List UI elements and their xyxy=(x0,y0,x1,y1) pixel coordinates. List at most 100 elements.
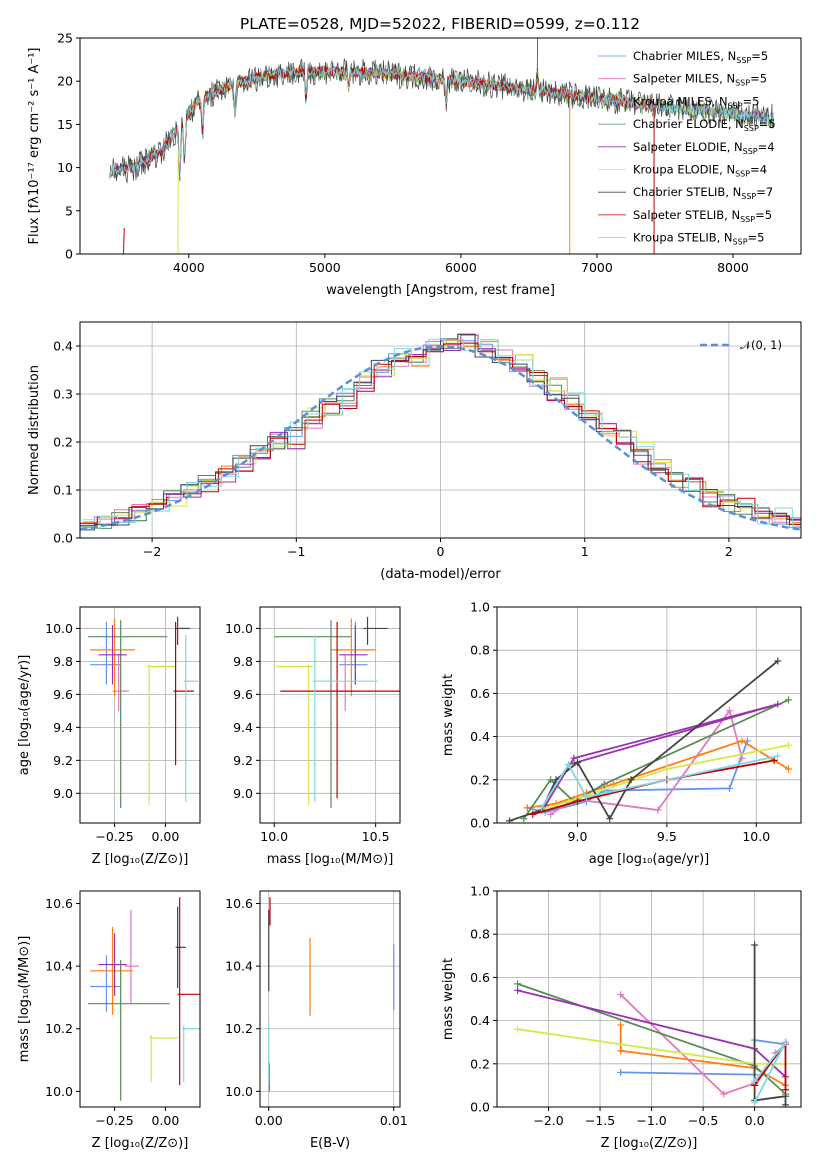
weight-marker xyxy=(738,754,746,762)
y-tick-label: 0.0 xyxy=(470,1100,490,1115)
weight-marker xyxy=(738,737,746,745)
y-tick-label: 9.0 xyxy=(233,786,253,801)
weight-marker xyxy=(784,696,792,704)
x-tick-label: 0.00 xyxy=(152,829,180,844)
y-tick-label: 10.0 xyxy=(45,621,73,636)
emission-line xyxy=(536,38,539,82)
y-tick-label: 0 xyxy=(65,247,73,262)
x-tick-label: −1 xyxy=(287,544,305,559)
y-tick-label: 10 xyxy=(57,160,73,175)
weight-marker xyxy=(751,1099,759,1107)
weight-marker xyxy=(617,1021,625,1029)
weight-marker xyxy=(523,804,531,812)
legend-entry: Chabrier MILES, NSSP=5 xyxy=(633,49,768,65)
weight-series xyxy=(619,1024,786,1087)
plot-area xyxy=(506,657,792,823)
y-tick-label: 10.4 xyxy=(45,959,73,974)
y-tick-label: 9.0 xyxy=(53,786,73,801)
weight-series xyxy=(527,739,789,809)
weight-marker xyxy=(663,765,671,773)
x-tick-label: 8000 xyxy=(717,260,749,275)
weight-marker xyxy=(606,815,614,823)
weight-marker xyxy=(782,1086,790,1094)
x-tick-label: −1.0 xyxy=(636,1113,666,1128)
x-tick-label: 0.00 xyxy=(255,1113,283,1128)
axes-frame xyxy=(79,37,802,255)
spectrum-series xyxy=(109,66,774,177)
y-tick-label: 0.3 xyxy=(53,387,73,402)
weight-marker xyxy=(582,793,590,801)
legend-sub: SSP xyxy=(740,215,755,224)
weight-marker xyxy=(506,817,514,823)
y-tick-label: 10.4 xyxy=(225,959,253,974)
x-axis-label: (data-model)/error xyxy=(380,567,501,582)
plot-area xyxy=(268,897,395,1092)
y-tick-label: 15 xyxy=(57,117,73,132)
histogram-series xyxy=(80,342,801,525)
weight-marker xyxy=(600,780,608,788)
panel-spectrum: 4000 5000 6000 7000 8000 0 5 10 15 20 25 wavelength… xyxy=(27,31,802,298)
y-tick-label: 10.6 xyxy=(225,896,253,911)
x-tick-label: 7000 xyxy=(581,260,613,275)
legend-value: =7 xyxy=(756,185,773,199)
weight-marker xyxy=(782,1101,790,1107)
y-tick-label: 0.2 xyxy=(470,1056,490,1071)
legend-entry: Salpeter MILES, NSSP=5 xyxy=(633,72,767,88)
y-axis-label: mass weight xyxy=(441,958,456,1040)
weight-marker xyxy=(547,810,555,818)
y-tick-label: 10.2 xyxy=(45,1021,73,1036)
weight-marker xyxy=(774,752,782,760)
legend-value: =4 xyxy=(750,163,767,177)
plot-area xyxy=(80,333,801,531)
weight-marker xyxy=(720,1090,728,1098)
weight-marker xyxy=(784,741,792,749)
y-tick-label: 9.4 xyxy=(53,720,73,735)
x-tick-label: 6000 xyxy=(445,260,477,275)
x-tick-label: 0 xyxy=(437,544,445,559)
weight-marker xyxy=(573,759,581,767)
legend-entry: Salpeter ELODIE, NSSP=4 xyxy=(633,140,775,156)
x-axis-label: wavelength [Angstrom, rest frame] xyxy=(326,283,555,298)
y-tick-label: 9.6 xyxy=(53,687,73,702)
y-tick-label: 0.6 xyxy=(470,970,490,985)
legend-sub: SSP xyxy=(743,147,758,156)
weight-marker xyxy=(782,1092,790,1100)
plot-area xyxy=(514,941,790,1107)
weight-marker xyxy=(782,1038,790,1046)
legend-entry: 𝒩(0, 1) xyxy=(740,338,782,352)
legend-sub: SSP xyxy=(735,170,750,179)
x-tick-label: 10.0 xyxy=(260,829,288,844)
y-tick-label: 10.0 xyxy=(45,1084,73,1099)
x-tick-label: −0.25 xyxy=(95,1113,133,1128)
y-tick-label: 1.0 xyxy=(470,884,490,899)
y-tick-label: 0.8 xyxy=(470,927,490,942)
weight-marker xyxy=(514,1025,522,1033)
weight-marker xyxy=(565,761,573,769)
axes-frame xyxy=(496,890,802,1108)
legend-sub: SSP xyxy=(741,192,756,201)
y-tick-label: 25 xyxy=(57,31,73,46)
axes-frame xyxy=(259,606,401,824)
y-tick-label: 10.0 xyxy=(225,1084,253,1099)
panel-residuals: −2 −1 0 1 2 0.0 0.1 0.2 0.3 0.4 (data-model)/error… xyxy=(27,321,802,582)
legend-entry: Kroupa ELODIE, NSSP=4 xyxy=(633,163,767,179)
x-tick-label: 1 xyxy=(581,544,589,559)
legend-sub: SSP xyxy=(736,56,751,65)
legend-entry: Kroupa MILES, NSSP=5 xyxy=(633,94,759,110)
histogram-series xyxy=(82,338,801,529)
y-tick-label: 0.8 xyxy=(470,643,490,658)
y-tick-label: 20 xyxy=(57,74,73,89)
x-axis-label: mass [log₁₀(M/M⊙)] xyxy=(267,852,394,867)
y-axis-label: Normed distribution xyxy=(27,365,42,495)
y-tick-label: 0.2 xyxy=(470,772,490,787)
x-tick-label: 0.00 xyxy=(152,1113,180,1128)
y-tick-label: 0.4 xyxy=(470,1013,490,1028)
weight-series xyxy=(540,755,778,809)
legend-entry: Chabrier ELODIE, NSSP=5 xyxy=(633,117,776,133)
weight-series xyxy=(532,759,775,816)
axes-frame xyxy=(496,606,802,824)
plot-area xyxy=(88,616,198,809)
weight-marker xyxy=(570,754,578,762)
x-tick-label: 9.0 xyxy=(568,829,588,844)
axes-frame xyxy=(259,890,401,1108)
